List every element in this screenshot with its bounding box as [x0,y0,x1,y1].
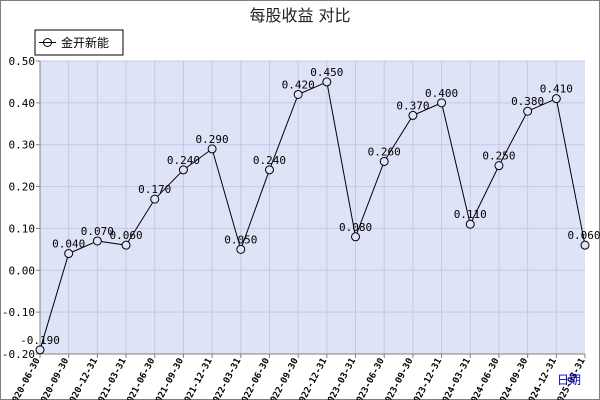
data-label: 0.260 [368,145,401,158]
x-tick-label: 2023-06-30 [353,357,387,400]
grid [40,60,585,355]
x-tick-label: 2020-09-30 [37,357,71,400]
data-point-marker [121,240,131,250]
data-labels: -0.1900.0400.0700.0600.1700.2400.2900.05… [20,66,600,347]
x-axis-ticks: 2020-06-302020-09-302020-12-312021-03-31… [8,354,588,400]
x-tick-label: 2021-06-30 [123,357,157,400]
data-point-marker [236,244,246,254]
data-point-marker [408,110,418,120]
data-label: 0.250 [482,150,515,163]
data-point-marker [437,98,447,108]
data-label: 0.400 [425,87,458,100]
y-tick-label: 0.10 [9,222,36,235]
y-tick-label: 0.40 [9,97,36,110]
legend-series-label: 金开新能 [61,35,109,50]
y-tick-label: -0.10 [2,306,35,319]
data-label: 0.060 [109,229,142,242]
data-label: 0.060 [567,229,600,242]
data-point-marker [178,165,188,175]
data-point-marker [35,345,45,355]
x-tick-label: 2020-12-31 [66,357,100,400]
data-label: 0.370 [396,99,429,112]
data-label: 0.110 [454,208,487,221]
data-label: 0.170 [138,183,171,196]
data-point-marker [207,144,217,154]
data-label: 0.080 [339,221,372,234]
series-line [39,81,586,350]
data-point-marker [551,94,561,104]
plot-area [40,61,585,354]
x-tick-label: 2021-03-31 [94,357,128,400]
y-tick-label: 0.50 [9,55,36,68]
data-point-marker [379,156,389,166]
x-tick-label: 2023-12-31 [410,357,444,400]
data-point-marker [494,161,504,171]
axes [39,61,585,355]
x-tick-label: 2024-12-31 [525,357,559,400]
data-points [35,77,590,355]
legend-marker-icon [43,38,52,47]
data-point-marker [322,77,332,87]
data-label: 0.420 [282,78,315,91]
data-point-marker [351,232,361,242]
y-tick-label: 0.30 [9,139,36,152]
series-line-path [39,81,586,350]
legend: 金开新能 [34,29,124,56]
x-axis-label: 日期 [557,373,581,387]
chart-title: 每股收益 对比 [249,6,350,25]
data-label: 0.450 [310,66,343,79]
x-tick-label: 2020-06-30 [8,357,42,400]
data-point-marker [150,194,160,204]
data-point-marker [293,89,303,99]
data-label: 0.050 [224,233,257,246]
data-label: 0.410 [540,83,573,96]
data-label: 0.070 [81,225,114,238]
x-tick-label: 2022-06-30 [238,357,272,400]
y-axis-ticks: -0.20 -0.10 0.00 0.10 0.20 0.30 0.40 0.50 [2,55,40,361]
data-point-marker [465,219,475,229]
data-point-marker [523,106,533,116]
data-point-marker [64,249,74,259]
data-point-marker [92,236,102,246]
y-tick-label: 0.00 [9,264,36,277]
data-label: 0.240 [253,154,286,167]
x-tick-label: 2022-12-31 [295,357,329,400]
y-tick-label: -0.20 [2,348,35,361]
data-label: 0.290 [196,133,229,146]
x-tick-label: 2023-03-31 [324,357,358,400]
x-tick-label: 2021-12-31 [180,357,214,400]
x-tick-label: 2023-09-30 [381,357,415,400]
data-point-marker [580,240,590,250]
x-tick-label: 2024-09-30 [496,357,530,400]
x-tick-label: 2021-09-30 [152,357,186,400]
x-tick-label: 2024-06-30 [467,357,501,400]
data-label: 0.040 [52,238,85,251]
x-tick-label: 2024-03-31 [439,357,473,400]
x-tick-label: 2022-09-30 [267,357,301,400]
y-tick-label: 0.20 [9,181,36,194]
data-point-marker [264,165,274,175]
data-label: -0.190 [20,334,60,347]
data-label: 0.240 [167,154,200,167]
data-label: 0.380 [511,95,544,108]
x-tick-label: 2022-03-31 [209,357,243,400]
